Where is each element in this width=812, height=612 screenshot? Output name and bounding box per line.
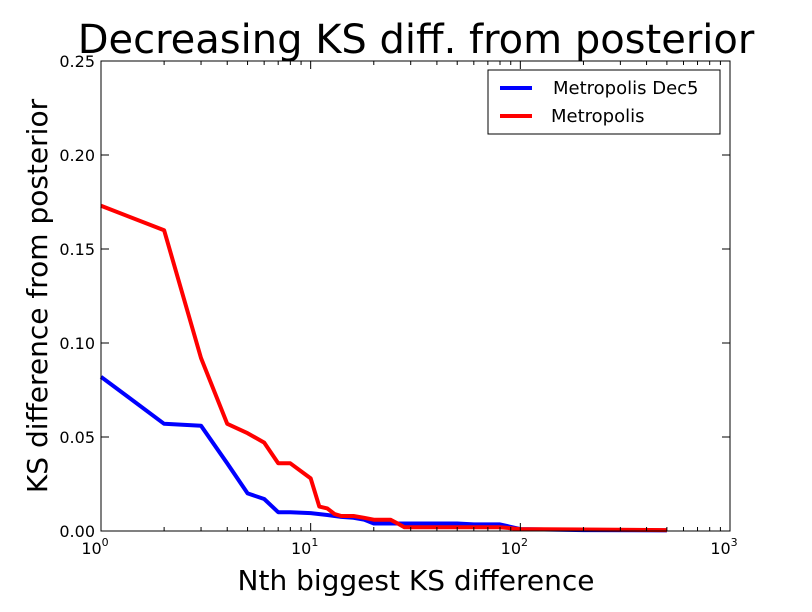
chart-title: Decreasing KS diff. from posterior [78,17,755,63]
series-line-metropolis [100,203,667,533]
x-tick-label: 103 [710,536,737,558]
y-tick-label: 0.00 [59,522,95,541]
y-tick-label: 0.20 [59,146,95,165]
plot-frame [100,60,731,532]
x-tick-label: 101 [291,536,318,558]
x-tick-label: 100 [81,536,108,558]
y-tick-label: 0.10 [59,334,95,353]
legend: Metropolis Dec5 Metropolis [487,69,721,135]
y-axis-label: KS difference from posterior [21,98,54,493]
y-tick-label: 0.05 [59,428,95,447]
x-tick-label: 102 [501,536,528,558]
legend-box [487,69,721,135]
y-axis-ticks: 0.00 0.05 0.10 0.15 0.20 0.25 [59,52,730,541]
legend-label-metropolis: Metropolis [551,106,645,127]
y-tick-label: 0.15 [59,240,95,259]
y-tick-label: 0.25 [59,52,95,71]
x-axis-ticks: 100 101 102 103 [81,61,738,558]
x-axis-label: Nth biggest KS difference [238,564,595,597]
plot-lines [99,203,667,533]
legend-label-metropolis-dec5: Metropolis Dec5 [553,78,699,99]
